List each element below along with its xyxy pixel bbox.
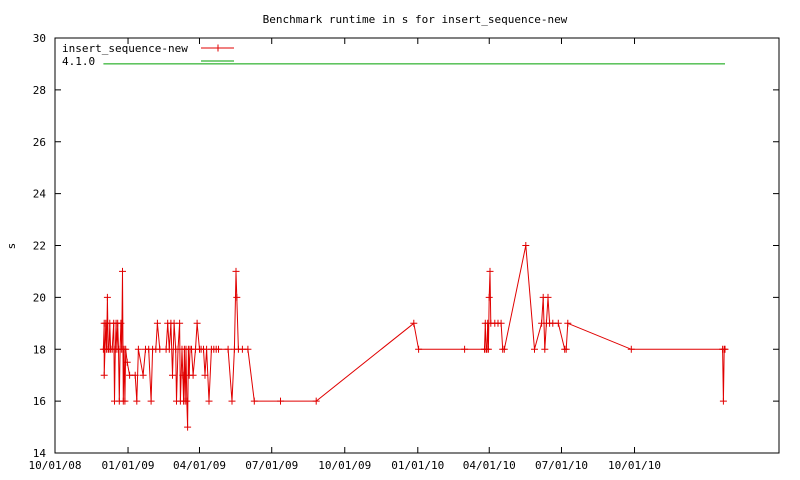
data-point [415,345,423,353]
data-point [122,345,130,353]
y-tick-label: 24 [33,188,47,201]
data-point [410,319,418,327]
y-axis: 14 16 18 20 22 24 26 28 30 [33,32,779,460]
y-axis-label: s [5,243,18,250]
data-point [250,397,258,405]
y-tick-label: 14 [33,447,47,460]
data-point [484,345,492,353]
data-point [119,267,126,275]
y-tick-label: 22 [33,240,46,253]
data-point [564,319,572,327]
data-point [531,345,538,353]
data-point [123,358,131,366]
data-point [228,397,236,405]
data-point [156,345,164,353]
y-tick-label: 20 [33,291,46,304]
x-tick-label: 01/01/09 [102,459,155,472]
x-tick-label: 01/01/10 [391,459,444,472]
data-point [233,293,241,301]
x-tick-label: 04/01/10 [463,459,516,472]
data-point [165,345,173,353]
data-point [486,267,494,275]
data-point [554,319,562,327]
data-point [541,345,549,353]
data-point [719,397,727,405]
y-tick-label: 30 [33,32,46,45]
legend-label-insert-sequence-new: insert_sequence-new [62,42,188,55]
y-tick-label: 18 [33,343,46,356]
data-point [169,371,176,379]
series-layer [99,63,729,431]
data-point [193,319,201,327]
data-point [133,397,141,405]
data-point [627,345,635,353]
data-point [147,397,155,405]
data-point [100,371,108,379]
x-tick-label: 04/01/09 [173,459,226,472]
data-point [131,371,139,379]
x-tick-label: 07/01/10 [535,459,588,472]
data-point [461,345,469,353]
series-line-insert-sequence-new [102,245,725,428]
chart-title: Benchmark runtime in s for insert_sequen… [263,13,568,26]
series-insert-sequence-new [99,242,729,431]
data-point [117,319,125,327]
legend: insert_sequence-new 4.1.0 [62,42,234,68]
data-point [312,397,320,405]
data-point [500,345,508,353]
y-tick-label: 26 [33,136,46,149]
x-axis: 10/01/08 01/01/09 04/01/09 07/01/09 10/01/09… [29,38,661,472]
data-point [522,242,530,249]
legend-marker-insert-sequence-new [214,44,222,52]
data-point [224,345,232,353]
plot-frame [54,37,780,454]
x-tick-label: 10/01/08 [29,459,82,472]
data-point [201,371,209,379]
data-point [244,345,252,353]
data-point [176,319,184,327]
data-point [277,397,284,405]
data-point [189,371,197,379]
data-point [544,293,552,301]
data-point [485,293,493,301]
data-point [139,371,147,379]
data-point [721,345,729,353]
data-point [497,319,505,327]
data-point [562,345,570,353]
data-point [205,397,213,405]
data-point [179,371,187,379]
data-point [215,345,222,353]
data-point [153,319,161,327]
x-tick-label: 07/01/09 [245,459,298,472]
y-tick-label: 28 [33,84,46,97]
x-tick-label: 10/01/10 [608,459,661,472]
data-point [184,423,192,431]
data-point [121,397,129,405]
x-tick-label: 10/01/09 [318,459,371,472]
data-point [103,293,111,301]
y-tick-label: 16 [33,395,46,408]
data-point [232,267,240,275]
data-point [183,397,191,405]
data-point [134,345,142,353]
legend-label-4-1-0: 4.1.0 [62,55,95,68]
